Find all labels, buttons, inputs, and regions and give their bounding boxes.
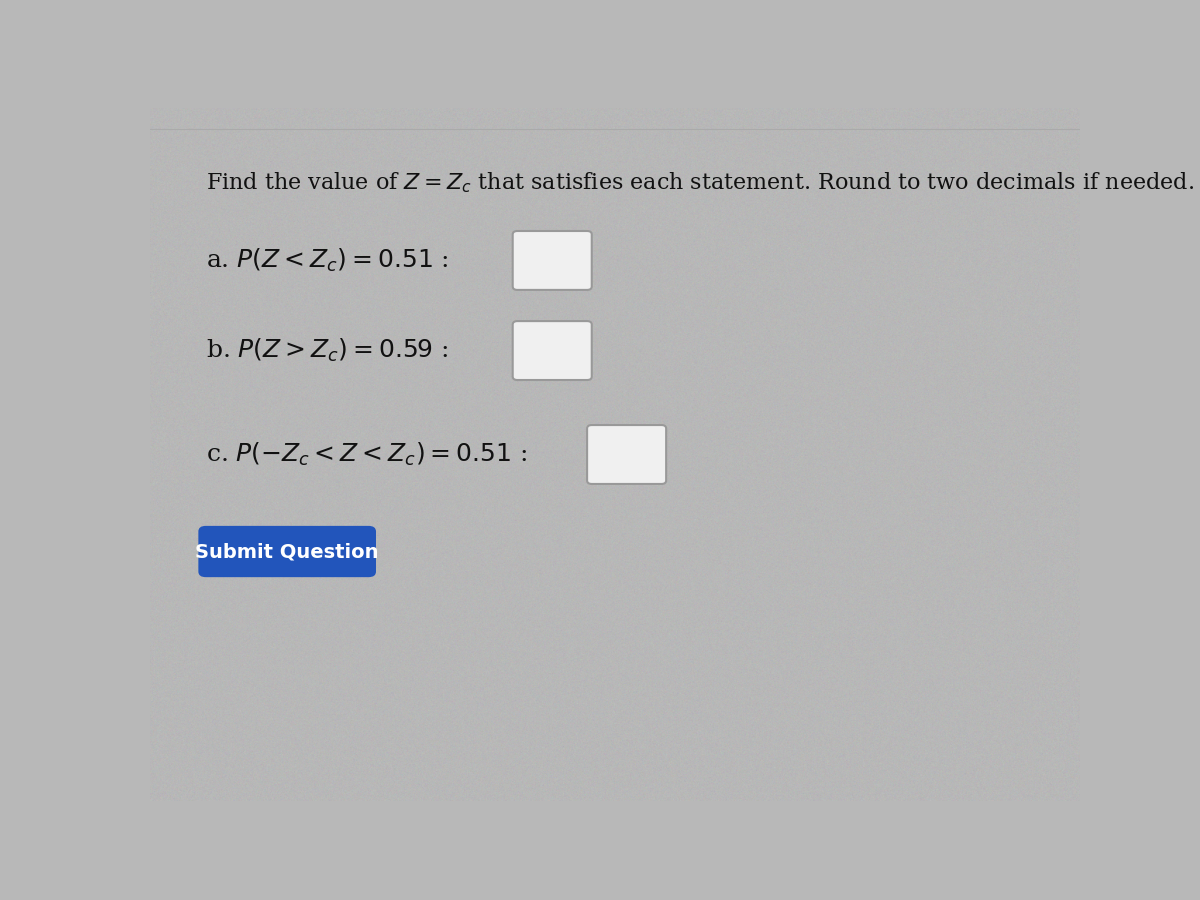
FancyBboxPatch shape: [198, 526, 376, 577]
Text: Submit Question: Submit Question: [196, 542, 379, 561]
FancyBboxPatch shape: [512, 231, 592, 290]
FancyBboxPatch shape: [587, 425, 666, 484]
Text: b. $P(Z > Z_c) = 0.59$ :: b. $P(Z > Z_c) = 0.59$ :: [206, 337, 449, 365]
Text: a. $P(Z < Z_c) = 0.51$ :: a. $P(Z < Z_c) = 0.51$ :: [206, 247, 449, 274]
Text: c. $P(-Z_c < Z < Z_c) = 0.51$ :: c. $P(-Z_c < Z < Z_c) = 0.51$ :: [206, 441, 527, 468]
FancyBboxPatch shape: [512, 321, 592, 380]
Text: Find the value of $Z = Z_c$ that satisfies each statement. Round to two decimals: Find the value of $Z = Z_c$ that satisfi…: [206, 170, 1194, 195]
